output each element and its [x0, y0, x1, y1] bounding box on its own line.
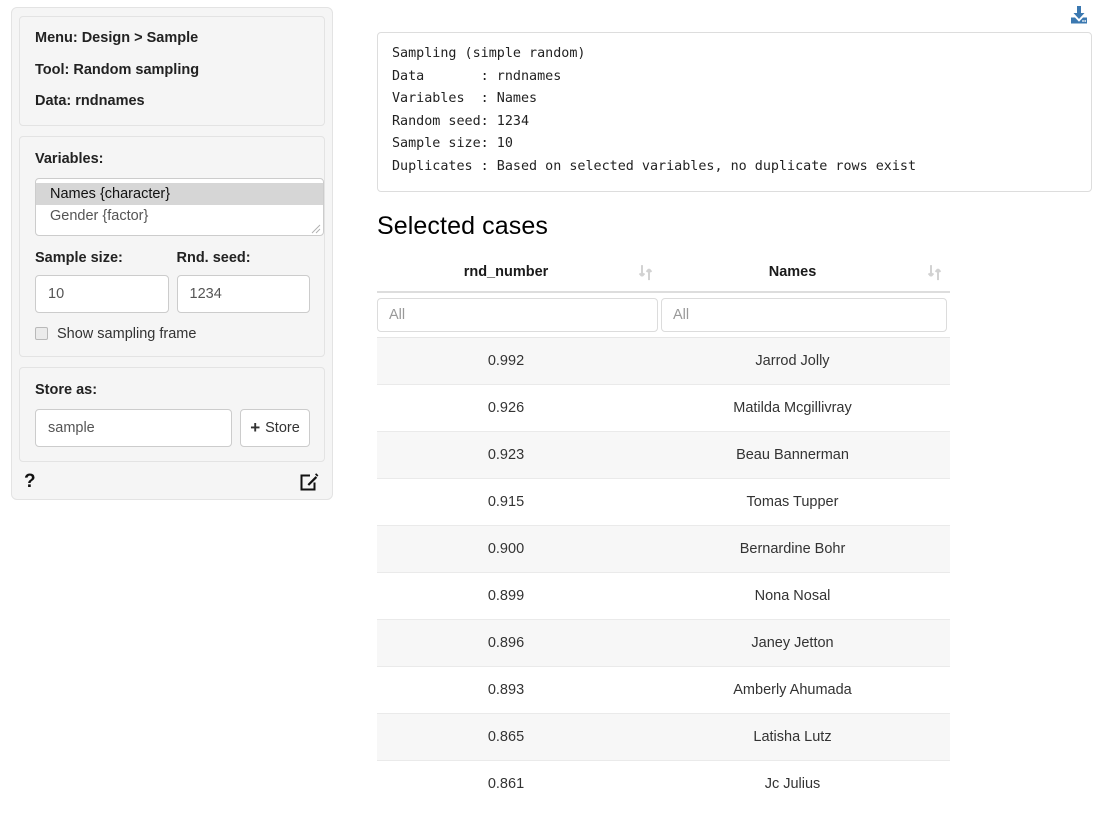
column-header-rnd-number-label: rnd_number [463, 263, 549, 280]
download-bar [377, 0, 1094, 30]
table-cell-names: Matilda Mcgillivray [661, 383, 950, 432]
table-row: 0.926 Matilda Mcgillivray [377, 383, 950, 432]
table-row: 0.861 Jc Julius [377, 759, 950, 807]
table-cell-names: Jarrod Jolly [661, 336, 950, 385]
show-sampling-frame-row[interactable]: Show sampling frame [35, 326, 310, 342]
sidebar: Menu: Design > Sample Tool: Random sampl… [11, 7, 333, 500]
variables-listbox[interactable]: Names {character} Gender {factor} [35, 177, 324, 236]
menu-path-label: Menu: Design > Sample [35, 30, 199, 46]
listbox-option-names[interactable]: Names {character} [36, 182, 323, 205]
store-row: + Store [35, 408, 310, 447]
rnd-seed-input[interactable] [176, 274, 310, 313]
download-icon[interactable] [1068, 4, 1090, 26]
table-head: rnd_number Names [377, 257, 950, 338]
table-cell-rnd_number: 0.896 [377, 618, 661, 667]
size-seed-row: Sample size: Rnd. seed: [35, 250, 310, 313]
table-cell-rnd_number: 0.900 [377, 524, 661, 573]
edit-pencil-square-icon[interactable] [300, 472, 319, 491]
table-cell-rnd_number: 0.899 [377, 571, 661, 620]
table-filter-row [377, 291, 950, 338]
sampling-summary-text: Sampling (simple random) Data : rndnames… [392, 46, 917, 174]
show-sampling-frame-checkbox[interactable] [35, 327, 48, 340]
table-cell-names: Bernardine Bohr [661, 524, 950, 573]
sample-size-input[interactable] [35, 274, 169, 313]
listbox-option-gender[interactable]: Gender {factor} [50, 207, 149, 224]
sample-size-group: Sample size: [35, 250, 169, 313]
sidebar-footer: ? [19, 470, 325, 493]
sort-updown-icon[interactable] [927, 264, 943, 281]
sampling-summary-box: Sampling (simple random) Data : rndnames… [377, 32, 1092, 192]
table-cell-rnd_number: 0.865 [377, 712, 661, 761]
dataset-name-label: Data: rndnames [35, 93, 145, 109]
filter-input-names[interactable] [661, 297, 947, 332]
table-row: 0.900 Bernardine Bohr [377, 524, 950, 573]
sort-updown-icon[interactable] [638, 264, 654, 281]
filter-cell-rnd-number [377, 291, 661, 338]
table-cell-rnd_number: 0.992 [377, 336, 661, 385]
table-row: 0.915 Tomas Tupper [377, 477, 950, 526]
rnd-seed-label: Rnd. seed: [176, 249, 251, 266]
plus-icon: + [250, 418, 261, 437]
table-row: 0.899 Nona Nosal [377, 571, 950, 620]
table-cell-names: Jc Julius [661, 759, 950, 807]
filter-input-rnd-number[interactable] [377, 297, 658, 332]
store-panel: Store as: + Store [19, 366, 325, 462]
table-row: 0.923 Beau Bannerman [377, 430, 950, 479]
table-row: 0.865 Latisha Lutz [377, 712, 950, 761]
table-cell-rnd_number: 0.893 [377, 665, 661, 714]
variables-label: Variables: [35, 150, 104, 167]
table-header-row: rnd_number Names [377, 257, 950, 293]
store-name-input[interactable] [35, 408, 232, 447]
table-cell-names: Beau Bannerman [661, 430, 950, 479]
table-cell-names: Latisha Lutz [661, 712, 950, 761]
show-sampling-frame-label: Show sampling frame [57, 325, 197, 342]
table-cell-rnd_number: 0.923 [377, 430, 661, 479]
store-as-label: Store as: [35, 381, 98, 398]
table-row: 0.893 Amberly Ahumada [377, 665, 950, 714]
page-title: Selected cases [377, 211, 548, 240]
table-cell-names: Amberly Ahumada [661, 665, 950, 714]
sample-size-label: Sample size: [35, 249, 123, 266]
table-row: 0.992 Jarrod Jolly [377, 336, 950, 385]
table-cell-names: Tomas Tupper [661, 477, 950, 526]
store-button[interactable]: + Store [240, 408, 310, 447]
table-cell-names: Nona Nosal [661, 571, 950, 620]
context-info-panel: Menu: Design > Sample Tool: Random sampl… [19, 16, 325, 126]
table-row: 0.896 Janey Jetton [377, 618, 950, 667]
table-cell-names: Janey Jetton [661, 618, 950, 667]
store-button-label: Store [265, 419, 300, 436]
column-header-rnd-number[interactable]: rnd_number [377, 257, 661, 293]
table-cell-rnd_number: 0.926 [377, 383, 661, 432]
selected-cases-table: rnd_number Names [377, 257, 950, 807]
table-cell-rnd_number: 0.915 [377, 477, 661, 526]
filter-cell-names [661, 291, 950, 338]
column-header-names[interactable]: Names [661, 257, 950, 293]
rnd-seed-group: Rnd. seed: [176, 249, 310, 313]
main-content: Sampling (simple random) Data : rndnames… [377, 0, 1094, 822]
tool-name-label: Tool: Random sampling [35, 61, 200, 78]
table-cell-rnd_number: 0.861 [377, 759, 661, 807]
sampling-settings-panel: Variables: Names {character} Gender {fac… [19, 135, 325, 357]
question-mark-icon[interactable]: ? [24, 470, 36, 492]
column-header-names-label: Names [768, 263, 817, 280]
table-body: 0.992 Jarrod Jolly 0.926 Matilda Mcgillivra… [377, 336, 950, 807]
